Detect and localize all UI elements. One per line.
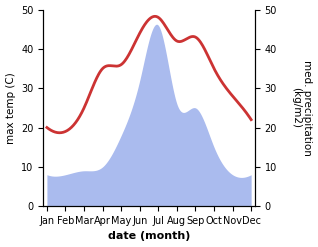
Y-axis label: max temp (C): max temp (C) bbox=[5, 72, 16, 144]
X-axis label: date (month): date (month) bbox=[108, 231, 190, 242]
Y-axis label: med. precipitation
(kg/m2): med. precipitation (kg/m2) bbox=[291, 60, 313, 156]
